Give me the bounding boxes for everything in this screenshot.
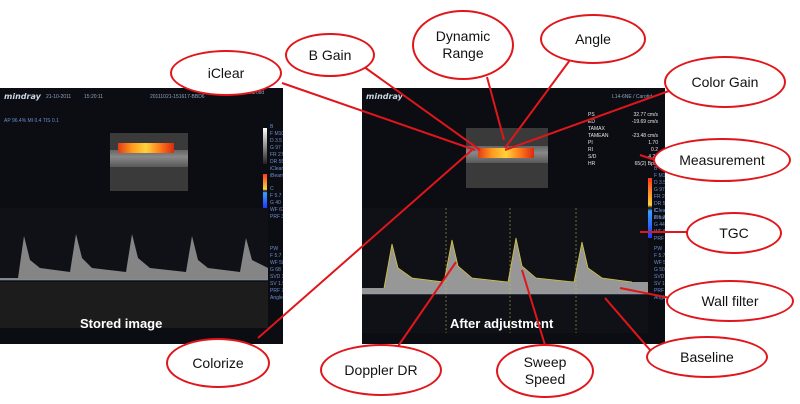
brand-logo: mindray: [366, 92, 403, 101]
brand-logo: mindray: [4, 92, 41, 101]
measurement-panel: PS 32.77 cm/s ED -19.69 cm/s TAMAX TAMEAN -…: [588, 112, 658, 168]
stored-image-label: Stored image: [80, 316, 163, 331]
pw-params: PW F 5.7 WF 582 G 50 SVD 11.1 SV 1.5 PRF…: [654, 246, 665, 301]
bmode-image: [466, 128, 548, 188]
bmode-params: B F M10 D 3.5 G 97 FR 27 DR 55 iClear 4 …: [654, 166, 665, 221]
measurement-row: TAMEAN -23.48 cm/s: [588, 133, 658, 139]
measurement-row: S/D4.20: [588, 154, 658, 160]
measurement-row: RI 0.2: [588, 147, 658, 153]
callout-angle: Angle: [540, 14, 646, 64]
measurement-row: TAMAX: [588, 126, 605, 132]
color-flow-box: [118, 143, 174, 153]
stored-image-screen: mindray 21-10-2011 15:20:11 20111021-151…: [0, 88, 283, 344]
measurement-row: ED -19.69 cm/s: [588, 119, 658, 125]
callout-iclear: iClear: [170, 50, 282, 96]
color-params: C F 5.7 G 40 WF 635 PRF 3.9k: [270, 186, 283, 220]
color-map-bar: [263, 174, 267, 208]
pw-params: PW F 5.7 WF 582 G 68 SVD 11.1 SV 1.5 PRF…: [270, 246, 283, 301]
date-label: 21-10-2011: [46, 94, 72, 100]
measurement-row: PS 32.77 cm/s: [588, 112, 658, 118]
callout-measurement: Measurement: [653, 138, 791, 182]
color-map-bar: [648, 178, 652, 238]
callout-sweep-speed: Sweep Speed: [496, 344, 594, 398]
study-id-label: 20111021-151617-BBD6: [150, 94, 205, 100]
callout-colorize: Colorize: [166, 338, 270, 388]
callout-tgc: TGC: [686, 212, 782, 254]
after-adjustment-label: After adjustment: [450, 316, 554, 331]
adjusted-image-screen: mindray L14-6NE / Carotid PS 32.77 cm/s E…: [362, 88, 665, 344]
doppler-spectrum: [362, 208, 648, 333]
measurement-row: HR 65(2) Bpm: [588, 161, 658, 167]
callout-b-gain: B Gain: [285, 33, 375, 77]
callout-doppler-dr: Doppler DR: [320, 344, 442, 396]
color-flow-box: [478, 148, 534, 158]
probe-label: L14-6NE / Carotid: [612, 94, 653, 100]
bmode-image: [110, 133, 188, 191]
acoustic-power-label: AP 96.4% MI 0.4 TIS 0.1: [4, 118, 59, 124]
bmode-params: B F M10 D 3.5 G 97 FR 27 DR 55 iClear 4 …: [270, 124, 283, 179]
doppler-spectrum: [0, 208, 268, 328]
gray-map-bar: [263, 128, 267, 164]
measurement-row: PI 1.70: [588, 140, 658, 146]
time-label: 15:20:11: [84, 94, 104, 100]
screen-header: mindray L14-6NE / Carotid: [362, 88, 665, 106]
callout-dynamic-range: Dynamic Range: [412, 10, 514, 80]
callout-baseline: Baseline: [646, 336, 768, 378]
callout-color-gain: Color Gain: [664, 56, 786, 108]
callout-wall-filter: Wall filter: [666, 280, 794, 322]
color-params: C F 5.7 G 44 WF 635 PRF 3.9k: [654, 208, 665, 242]
